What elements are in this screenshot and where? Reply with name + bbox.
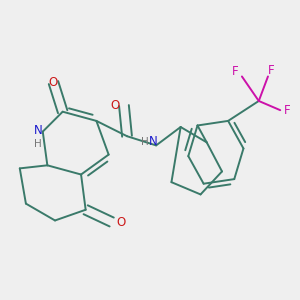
Text: F: F — [232, 65, 238, 78]
Text: H: H — [34, 140, 42, 149]
Text: N: N — [34, 124, 43, 136]
Text: H: H — [141, 137, 148, 147]
Text: N: N — [149, 135, 158, 148]
Text: O: O — [110, 99, 119, 112]
Text: O: O — [116, 215, 125, 229]
Text: F: F — [268, 64, 275, 77]
Text: F: F — [284, 104, 290, 117]
Text: O: O — [49, 76, 58, 89]
